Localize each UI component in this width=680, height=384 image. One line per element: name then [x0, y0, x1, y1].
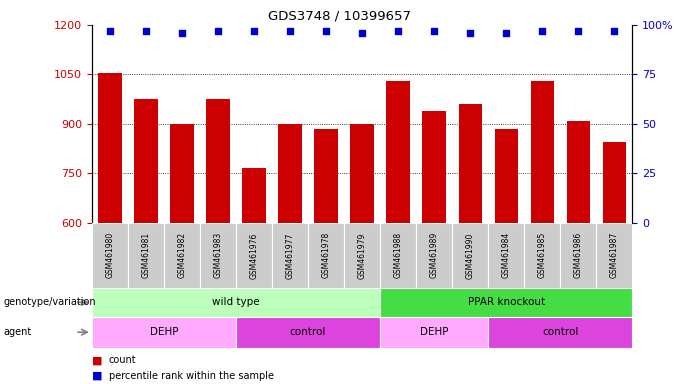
Text: control: control — [542, 327, 579, 337]
Text: wild type: wild type — [212, 297, 260, 308]
Bar — [560, 223, 596, 288]
Bar — [380, 223, 416, 288]
Text: GSM461986: GSM461986 — [574, 232, 583, 278]
Text: GSM461977: GSM461977 — [286, 232, 294, 278]
Text: percentile rank within the sample: percentile rank within the sample — [109, 371, 274, 381]
Bar — [494, 129, 518, 384]
Point — [212, 28, 223, 34]
Text: GSM461978: GSM461978 — [322, 232, 330, 278]
Bar — [458, 104, 482, 384]
Text: GSM461979: GSM461979 — [358, 232, 367, 278]
Text: GSM461980: GSM461980 — [105, 232, 114, 278]
Text: GDS3748 / 10399657: GDS3748 / 10399657 — [269, 10, 411, 23]
Text: agent: agent — [3, 327, 32, 337]
Bar — [92, 317, 236, 348]
Bar — [278, 124, 302, 384]
Point — [176, 30, 187, 36]
Bar — [92, 223, 128, 288]
Bar — [134, 99, 158, 384]
Text: GSM461976: GSM461976 — [250, 232, 258, 278]
Point — [609, 28, 619, 34]
Bar — [416, 223, 452, 288]
Bar — [488, 223, 524, 288]
Bar — [596, 223, 632, 288]
Text: DEHP: DEHP — [150, 327, 178, 337]
Point — [500, 30, 511, 36]
Point — [141, 28, 152, 34]
Bar — [200, 223, 236, 288]
Text: DEHP: DEHP — [420, 327, 448, 337]
Text: GSM461988: GSM461988 — [394, 232, 403, 278]
Bar — [128, 223, 164, 288]
Point — [392, 28, 403, 34]
Bar — [170, 124, 194, 384]
Bar — [422, 111, 446, 384]
Text: genotype/variation: genotype/variation — [3, 297, 96, 308]
Bar — [350, 124, 374, 384]
Point — [464, 30, 475, 36]
Bar — [236, 317, 380, 348]
Point — [248, 28, 259, 34]
Bar — [236, 223, 272, 288]
Bar — [530, 81, 554, 384]
Bar — [308, 223, 344, 288]
Text: GSM461982: GSM461982 — [177, 232, 186, 278]
Text: GSM461984: GSM461984 — [502, 232, 511, 278]
Bar — [524, 223, 560, 288]
Text: GSM461990: GSM461990 — [466, 232, 475, 278]
Bar — [488, 317, 632, 348]
Text: GSM461985: GSM461985 — [538, 232, 547, 278]
Text: GSM461989: GSM461989 — [430, 232, 439, 278]
Bar — [314, 129, 338, 384]
Bar — [242, 168, 266, 384]
Text: count: count — [109, 355, 137, 365]
Point — [537, 28, 547, 34]
Text: PPAR knockout: PPAR knockout — [468, 297, 545, 308]
Bar — [164, 223, 200, 288]
Text: control: control — [290, 327, 326, 337]
Bar — [380, 288, 632, 317]
Bar — [98, 73, 122, 384]
Text: GSM461983: GSM461983 — [214, 232, 222, 278]
Point — [320, 28, 331, 34]
Bar — [602, 142, 626, 384]
Bar — [566, 121, 590, 384]
Bar — [206, 99, 230, 384]
Bar — [452, 223, 488, 288]
Bar — [92, 288, 380, 317]
Text: ■: ■ — [92, 371, 102, 381]
Point — [428, 28, 439, 34]
Bar — [344, 223, 380, 288]
Point — [105, 28, 116, 34]
Text: GSM461987: GSM461987 — [610, 232, 619, 278]
Point — [284, 28, 295, 34]
Point — [356, 30, 367, 36]
Bar — [386, 81, 410, 384]
Text: ■: ■ — [92, 355, 102, 365]
Bar — [380, 317, 488, 348]
Bar — [272, 223, 308, 288]
Point — [573, 28, 583, 34]
Text: GSM461981: GSM461981 — [141, 232, 150, 278]
